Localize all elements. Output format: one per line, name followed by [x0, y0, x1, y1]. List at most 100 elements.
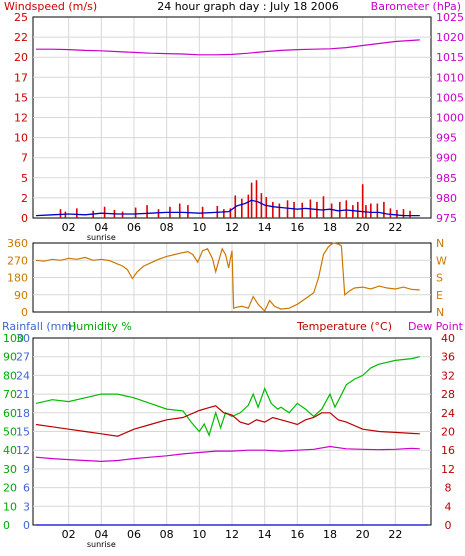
rain-tick-label: 30: [16, 332, 30, 345]
x-tick-label: 06: [127, 221, 141, 234]
x-tick-label: 16: [290, 221, 304, 234]
x-tick-label: 22: [388, 221, 402, 234]
wind-tick-label: 25: [14, 11, 28, 24]
rain-axis-title: Rainfall (mm): [2, 320, 76, 333]
humidity-tick-label: 90: [3, 351, 17, 364]
humidity-line: [35, 356, 420, 437]
wind-tick-label: 15: [14, 91, 28, 104]
compass-label: N: [436, 237, 444, 250]
humidity-tick-label: 40: [3, 444, 17, 457]
rain-tick-label: 18: [16, 407, 30, 420]
sunrise-label: sunrise: [87, 233, 116, 242]
average-wind-line: [35, 199, 420, 217]
temp-axis-title: Temperature (°C): [296, 320, 392, 333]
rain-tick-label: 0: [23, 519, 30, 532]
baro-tick-label: 1025: [436, 11, 464, 24]
direction-tick-label: 360: [7, 237, 28, 250]
x-tick-label: 10: [192, 221, 206, 234]
temp-tick-label: 24: [441, 407, 455, 420]
x-tick-label: 18: [323, 528, 337, 541]
humidity-tick-label: 80: [3, 369, 17, 382]
dewpoint-line: [35, 445, 420, 463]
x-tick-label: 16: [290, 528, 304, 541]
compass-label: S: [436, 272, 443, 285]
rain-tick-label: 21: [16, 388, 30, 401]
wind-tick-label: 22: [14, 31, 28, 44]
temp-tick-label: 4: [445, 500, 452, 513]
direction-tick-label: 270: [7, 254, 28, 267]
temperature-line: [35, 405, 420, 437]
x-tick-label: 14: [258, 528, 272, 541]
wind-tick-label: 2: [21, 192, 28, 205]
wind-baro-panel: 0257101215172022259759809859909951000100…: [4, 0, 464, 242]
baro-tick-label: 1015: [436, 51, 464, 64]
temp-tick-label: 28: [441, 388, 455, 401]
wind-tick-label: 17: [14, 71, 28, 84]
baro-tick-label: 985: [436, 172, 457, 185]
x-tick-label: 02: [62, 221, 76, 234]
dewpoint-axis-title: Dew Point: [408, 320, 464, 333]
x-tick-label: 04: [94, 221, 108, 234]
rain-tick-label: 6: [23, 482, 30, 495]
compass-label: W: [436, 254, 447, 267]
wind-tick-label: 7: [21, 152, 28, 165]
direction-tick-label: 180: [7, 272, 28, 285]
humidity-tick-label: 30: [3, 463, 17, 476]
baro-tick-label: 980: [436, 192, 457, 205]
temp-tick-label: 0: [445, 519, 452, 532]
temp-tick-label: 12: [441, 463, 455, 476]
x-tick-label: 18: [323, 221, 337, 234]
wind-tick-label: 20: [14, 51, 28, 64]
barometer-line: [36, 39, 420, 56]
rain-tick-label: 27: [16, 351, 30, 364]
humidity-tick-label: 20: [3, 482, 17, 495]
baro-axis-title: Barometer (hPa): [371, 0, 461, 13]
wind-tick-label: 0: [21, 212, 28, 225]
baro-tick-label: 1000: [436, 112, 464, 125]
temp-tick-label: 32: [441, 369, 455, 382]
temp-tick-label: 40: [441, 332, 455, 345]
rain-tick-label: 3: [23, 500, 30, 513]
wind-tick-label: 12: [14, 112, 28, 125]
x-tick-label: 02: [62, 528, 76, 541]
temp-tick-label: 16: [441, 444, 455, 457]
x-tick-label: 20: [356, 528, 370, 541]
x-tick-label: 20: [356, 221, 370, 234]
rain-tick-label: 24: [16, 369, 30, 382]
x-tick-label: 12: [225, 528, 239, 541]
x-tick-label: 12: [225, 221, 239, 234]
rain-tick-label: 12: [16, 444, 30, 457]
x-tick-label: 22: [388, 528, 402, 541]
humidity-tick-label: 0: [3, 519, 10, 532]
temp-tick-label: 20: [441, 426, 455, 439]
wind-axis-title: Windspeed (m/s): [4, 0, 97, 13]
humidity-axis-title: Humidity %: [68, 320, 132, 333]
direction-tick-label: 90: [14, 289, 28, 302]
humidity-tick-label: 70: [3, 388, 17, 401]
humidity-tick-label: 50: [3, 426, 17, 439]
compass-label: E: [436, 289, 443, 302]
humidity-tick-label: 100: [3, 332, 24, 345]
temp-tick-label: 8: [445, 482, 452, 495]
baro-tick-label: 1010: [436, 71, 464, 84]
x-tick-label: 04: [94, 528, 108, 541]
x-tick-label: 08: [160, 221, 174, 234]
x-tick-label: 06: [127, 528, 141, 541]
rain-tick-label: 9: [23, 463, 30, 476]
rain-tick-label: 15: [16, 426, 30, 439]
baro-tick-label: 975: [436, 212, 457, 225]
humidity-tick-label: 10: [3, 500, 17, 513]
temp-humidity-rain-panel: 0102030405060708090100036912151821242730…: [2, 320, 464, 549]
direction-tick-label: 0: [21, 306, 28, 319]
baro-tick-label: 1020: [436, 31, 464, 44]
wind-tick-label: 5: [21, 172, 28, 185]
x-tick-label: 08: [160, 528, 174, 541]
wind-direction-line: [35, 242, 420, 313]
chart-title: 24 hour graph day : July 18 2006: [157, 0, 339, 13]
x-tick-label: 14: [258, 221, 272, 234]
compass-label: N: [436, 306, 444, 319]
baro-tick-label: 995: [436, 132, 457, 145]
wind-tick-label: 10: [14, 132, 28, 145]
